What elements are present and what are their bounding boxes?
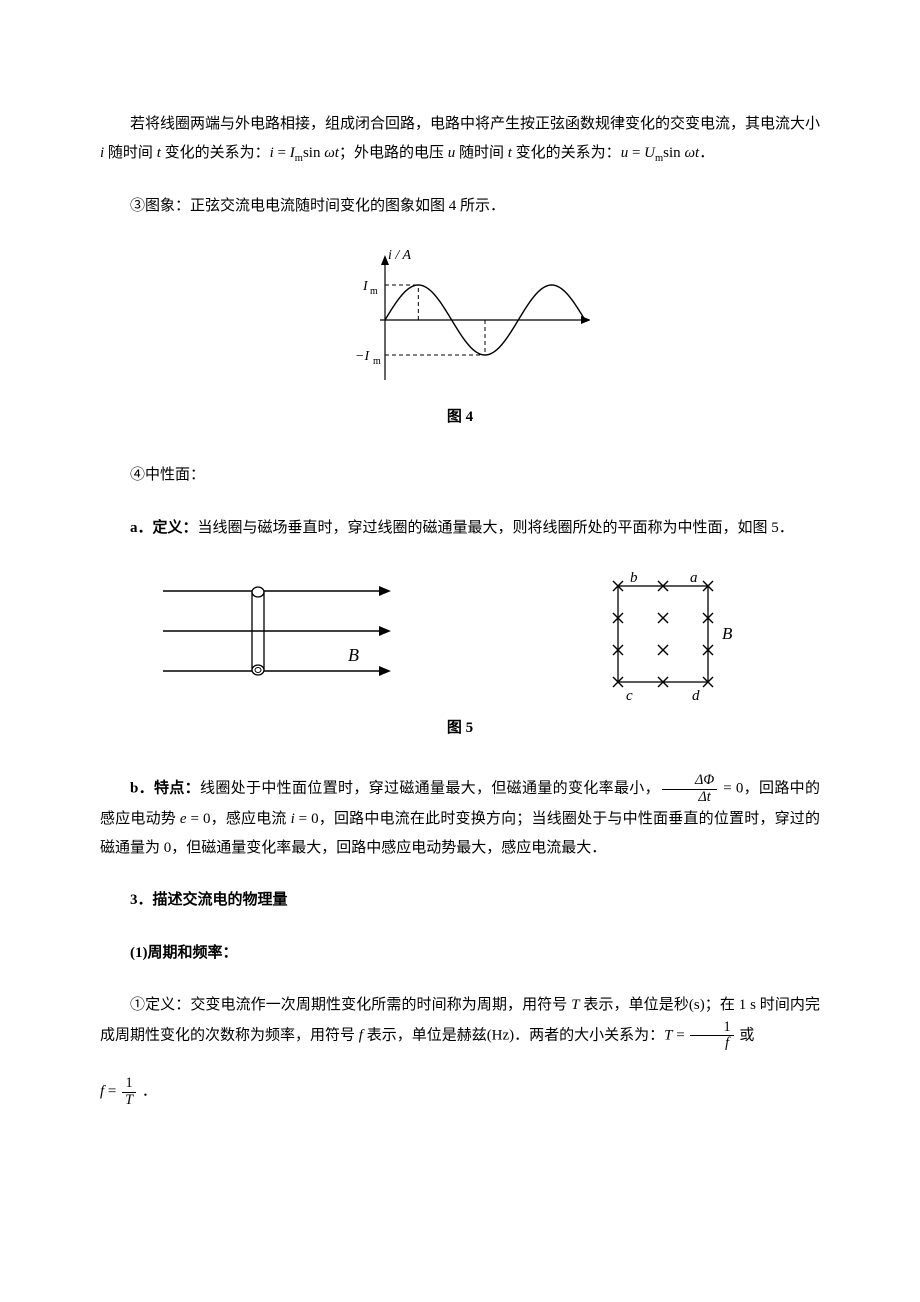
text: ④中性面： [130,467,205,483]
text: ． [138,1084,157,1100]
numerator: ΔΦ [662,773,717,790]
figure-4: i / At / sIm−Im 图 4 [100,245,820,432]
fraction-1-T: 1T [122,1076,136,1108]
text: ；外电路的电压 [339,145,448,161]
field-lines-diagram: B [153,571,403,701]
text: 随时间 [455,145,508,161]
eq: = [673,1027,689,1043]
paragraph-intro: 若将线圈两端与外电路相接，组成闭合回路，电路中将产生按正弦函数规律变化的交变电流… [100,110,820,168]
svg-text:m: m [370,286,378,297]
svg-text:B: B [722,624,733,643]
denominator: Δt [662,790,717,806]
fraction-1-f: 1f [690,1020,733,1052]
eq: = 0 [187,811,211,827]
paragraph-fig4-intro: ③图象：正弦交流电电流随时间变化的图象如图 4 所示． [100,192,820,221]
sine-wave-plot: i / At / sIm−Im [330,245,590,395]
text: 线圈处于中性面位置时，穿过磁通量最大，但磁通量的变化率最小， [200,781,660,797]
paragraph-period-freq: ①定义：交变电流作一次周期性变化所需的时间称为周期，用符号 T 表示，单位是秒(… [100,991,820,1052]
paragraph-period-freq-2: f = 1T ． [100,1076,820,1108]
text: (1)周期和频率： [130,945,238,961]
paragraph-neutral-heading: ④中性面： [100,461,820,490]
text: 随时间 [104,145,157,161]
text: 表示，单位是赫兹(Hz)．两者的大小关系为： [363,1027,664,1043]
eq-omega: ω [684,145,695,161]
var-T: T [571,997,579,1013]
text: ①定义：交变电流作一次周期性变化所需的时间称为周期，用符号 [130,997,571,1013]
eq-zero: = 0 [719,781,743,797]
text: 或 [736,1027,755,1043]
svg-text:m: m [373,356,381,367]
numerator: 1 [122,1076,136,1093]
text: 当线圈与磁场垂直时，穿过线圈的磁通量最大，则将线圈所处的平面称为中性面，如图 5… [198,520,794,536]
denominator: f [690,1036,733,1052]
var-T: T [664,1027,672,1043]
fraction-dphi-dt: ΔΦΔt [662,773,717,805]
svg-text:−I: −I [355,349,370,364]
var-e: e [180,811,187,827]
svg-text:i / A: i / A [388,248,412,263]
paragraph-definition-a: a．定义：当线圈与磁场垂直时，穿过线圈的磁通量最大，则将线圈所处的平面称为中性面… [100,514,820,543]
text: 若将线圈两端与外电路相接，组成闭合回路，电路中将产生按正弦函数规律变化的交变电流… [130,116,820,132]
denominator: T [122,1093,136,1109]
eq: = [628,145,644,161]
svg-text:B: B [348,645,359,665]
svg-text:I: I [362,279,369,294]
numerator: 1 [690,1020,733,1037]
label-b: b．特点： [130,781,200,797]
cross-field-diagram: b a c d B [588,566,768,706]
svg-text:d: d [692,688,700,704]
text: ． [699,145,714,161]
figure-5: B b a c d B 图 5 [100,566,820,743]
svg-text:c: c [626,688,633,704]
svg-text:b: b [630,570,638,586]
text: 变化的关系为： [161,145,270,161]
eq: = [274,145,290,161]
paragraph-feature-b: b．特点：线圈处于中性面位置时，穿过磁通量最大，但磁通量的变化率最小，ΔΦΔt … [100,773,820,862]
eq-U: U [644,145,655,161]
heading-3: 3．描述交流电的物理量 [100,886,820,915]
figure-5-caption: 图 5 [100,714,820,743]
text: ③图象：正弦交流电电流随时间变化的图象如图 4 所示． [130,198,505,214]
eq-m: m [295,153,303,164]
figure-4-caption: 图 4 [100,403,820,432]
svg-text:a: a [690,570,698,586]
eq: = [104,1084,120,1100]
eq: = 0 [295,811,319,827]
text: 3．描述交流电的物理量 [130,892,288,908]
label-a: a．定义： [130,520,198,536]
text: 变化的关系为： [512,145,621,161]
heading-3-1: (1)周期和频率： [100,939,820,968]
text: ，感应电流 [210,811,290,827]
eq-m: m [655,153,663,164]
eq-sin: sin [663,145,684,161]
eq-sin: sin [303,145,324,161]
eq-omega: ω [324,145,335,161]
